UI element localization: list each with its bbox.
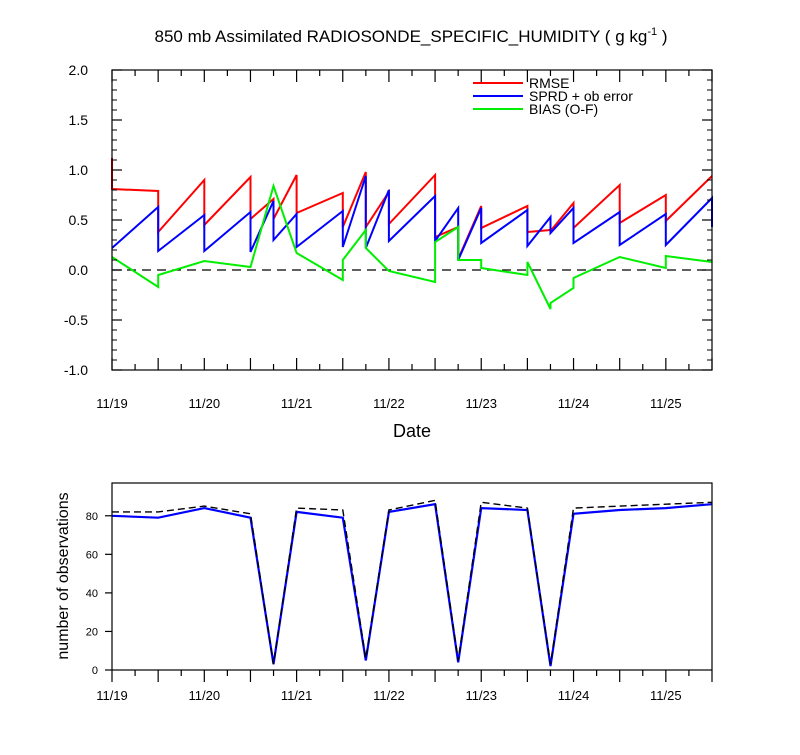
top-chart: 850 mb Assimilated RADIOSONDE_SPECIFIC_H…	[64, 26, 713, 441]
bottom-series-group	[111, 499, 713, 667]
bottom-x-tick-label: 11/24	[558, 688, 590, 703]
bottom-chart: 80 60 40 20 0 11/19 11/20 11/21 11/22 11/23 11/24…	[55, 482, 713, 703]
bottom-x-axis: 11/19 11/20 11/21 11/22 11/23 11/24 11/25	[96, 670, 713, 703]
bottom-x-tick-label: 11/25	[650, 688, 682, 703]
top-x-tick-label: 11/22	[373, 396, 405, 411]
bottom-y-axis-label: number of observations	[55, 492, 72, 659]
top-y-tick-label: -0.5	[64, 312, 88, 328]
top-x-tick-label: 11/24	[558, 396, 590, 411]
bottom-x-tick-label: 11/23	[465, 688, 497, 703]
bottom-plot-frame	[111, 482, 713, 671]
top-x-tick-label: 11/21	[281, 396, 313, 411]
top-y-axis: 2.0 1.5 1.0 0.5 0.0 -0.5 -1.0	[64, 62, 712, 378]
top-y-tick-label: 2.0	[69, 62, 89, 78]
top-y-tick-label: 0.5	[69, 212, 89, 228]
legend-label-1: SPRD + ob error	[529, 88, 633, 104]
top-x-tick-label: 11/25	[650, 396, 682, 411]
bottom-x-tick-label: 11/20	[189, 688, 221, 703]
bottom-y-axis: 80 60 40 20 0	[86, 511, 112, 677]
top-x-tick-label: 11/19	[96, 396, 128, 411]
bottom-y-tick-label: 60	[86, 549, 98, 561]
legend-label-0: RMSE	[529, 75, 569, 91]
top-x-tick-label: 11/20	[189, 396, 221, 411]
top-chart-title: 850 mb Assimilated RADIOSONDE_SPECIFIC_H…	[155, 26, 668, 46]
top-y-tick-label: 0.0	[69, 262, 89, 278]
top-series-group	[111, 158, 713, 310]
top-series-line-2	[111, 182, 713, 310]
top-x-axis: 11/19 11/20 11/21 11/22 11/23 11/24 11/25	[96, 70, 713, 411]
bottom-x-tick-label: 11/22	[373, 688, 405, 703]
bottom-y-tick-label: 80	[86, 511, 98, 523]
top-series-line-1	[111, 175, 713, 261]
top-x-axis-label: Date	[393, 421, 431, 441]
bottom-series-line-1	[111, 502, 713, 667]
top-x-tick-label: 11/23	[465, 396, 497, 411]
bottom-y-tick-label: 40	[86, 588, 98, 600]
legend-label-2: BIAS (O-F)	[529, 101, 598, 117]
bottom-x-tick-label: 11/19	[96, 688, 128, 703]
bottom-y-tick-label: 20	[86, 626, 98, 638]
bottom-y-tick-label: 0	[92, 665, 98, 677]
top-y-tick-label: 1.0	[69, 162, 89, 178]
top-y-tick-label: 1.5	[69, 112, 89, 128]
bottom-x-tick-label: 11/21	[281, 688, 313, 703]
bottom-series-line-0	[112, 499, 713, 665]
top-y-tick-label: -1.0	[64, 362, 88, 378]
top-plot-frame	[111, 69, 713, 371]
